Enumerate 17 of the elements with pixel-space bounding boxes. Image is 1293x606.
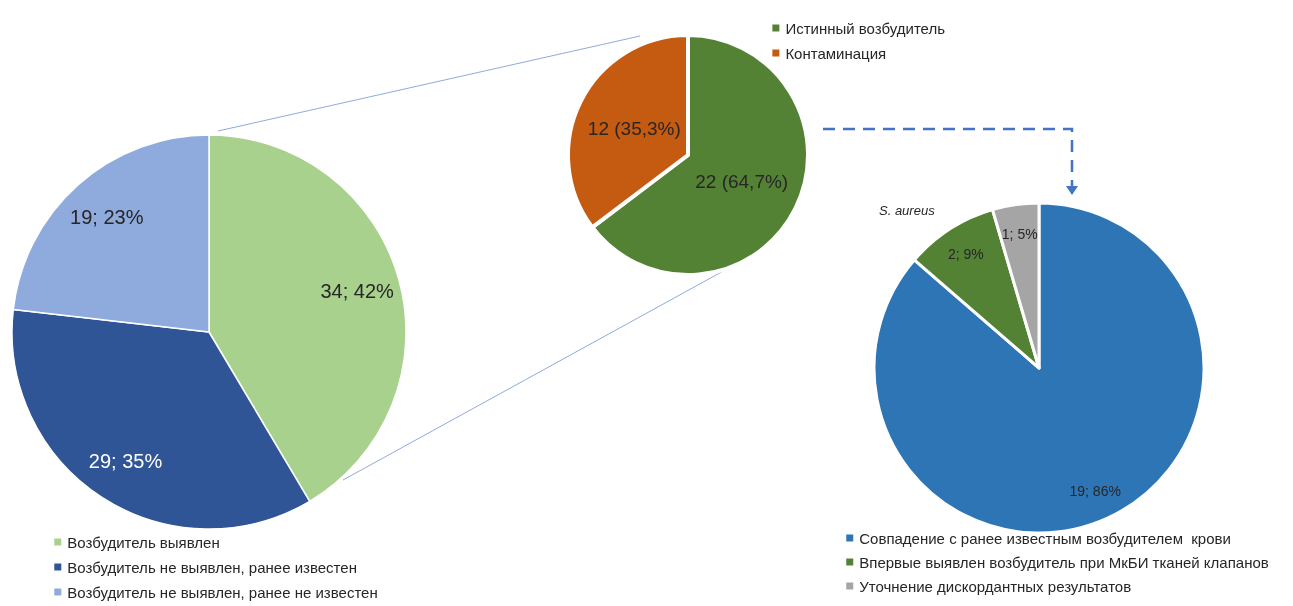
text: S. aureus	[879, 203, 936, 218]
legend-label: Контаминация	[785, 44, 887, 62]
data-label: 19; 86%	[1069, 483, 1121, 500]
data-label: 1; 5%	[1001, 226, 1038, 243]
data-label: 19; 23%	[70, 206, 144, 229]
legend-label: Возбудитель не выявлен, ранее не известен	[67, 583, 378, 601]
legend-label: Уточнение дискордантных результатов	[859, 577, 1132, 595]
legend-label: Впервые выявлен возбудитель при МкБИ тканей клапанов	[859, 553, 1269, 571]
data-label: 2; 9%	[947, 246, 984, 263]
data-label: 22 (64,7%)	[695, 171, 789, 193]
legend-label: Совпадение с ранее известным возбудителем крови	[859, 529, 1231, 547]
data-label: 12 (35,3%)	[587, 117, 681, 139]
data-label: 34; 42%	[320, 280, 395, 303]
legend-label: Истинный возбудитель	[785, 19, 946, 37]
legend-label: Возбудитель не выявлен, ранее известен	[67, 558, 357, 576]
data-label: 29; 35%	[88, 449, 163, 472]
legend-label: Возбудитель выявлен	[67, 533, 220, 551]
